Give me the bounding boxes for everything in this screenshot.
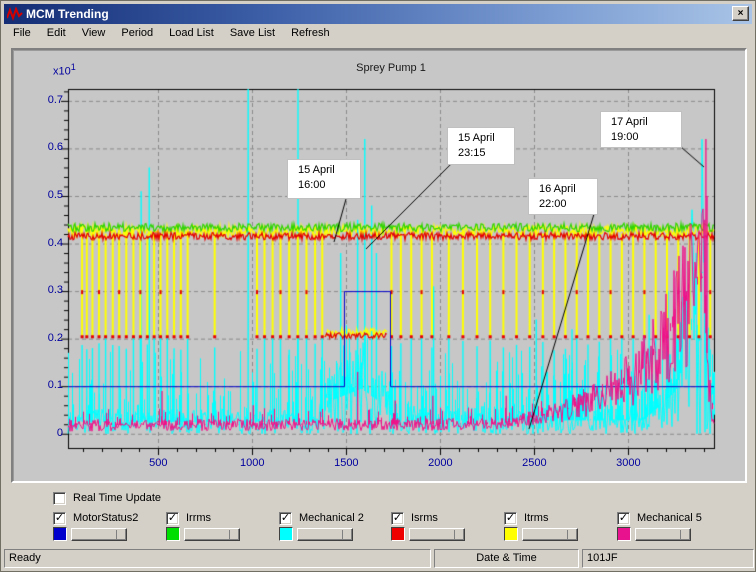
y-tick-label: 0 (35, 427, 63, 439)
series-color-swatch-motorstatus2 (53, 527, 67, 541)
series-checkbox-isrms[interactable]: ✓ (391, 512, 404, 525)
series-checkbox-itrms[interactable]: ✓ (504, 512, 517, 525)
series-color-swatch-itrms (504, 527, 518, 541)
series-checkbox-mechanical-5[interactable]: ✓ (617, 512, 630, 525)
series-label-mechanical-5: Mechanical 5 (637, 512, 702, 524)
slider-notch (342, 530, 343, 539)
close-button[interactable]: × (732, 6, 749, 21)
menu-item-view[interactable]: View (74, 25, 114, 41)
y-tick-label: 0.3 (35, 284, 63, 296)
x-tick-label: 1000 (230, 457, 274, 469)
series-checkbox-mechanical-2[interactable]: ✓ (279, 512, 292, 525)
series-label-motorstatus2: MotorStatus2 (73, 512, 138, 524)
series-slider-isrms[interactable] (409, 528, 465, 541)
x-tick-label: 3000 (606, 457, 650, 469)
y-tick-label: 0.1 (35, 379, 63, 391)
series-slider-irrms[interactable] (184, 528, 240, 541)
y-tick-label: 0.4 (35, 237, 63, 249)
series-color-swatch-mechanical-5 (617, 527, 631, 541)
y-tick-label: 0.5 (35, 189, 63, 201)
series-label-isrms: Isrms (411, 512, 438, 524)
chart-title: Sprey Pump 1 (68, 62, 714, 74)
annotation-16-april-22-00: 16 April22:00 (529, 179, 597, 214)
y-tick-label: 0.2 (35, 332, 63, 344)
menu-item-period[interactable]: Period (113, 25, 161, 41)
status-ready: Ready (4, 549, 431, 568)
series-label-itrms: Itrms (524, 512, 548, 524)
series-label-irrms: Irrms (186, 512, 211, 524)
annotation-15-april-16-00: 15 April16:00 (288, 160, 360, 198)
menu-item-save-list[interactable]: Save List (222, 25, 283, 41)
slider-notch (454, 530, 455, 539)
slider-notch (680, 530, 681, 539)
series-color-swatch-isrms (391, 527, 405, 541)
x-tick-label: 2000 (418, 457, 462, 469)
realtime-update-label: Real Time Update (73, 492, 161, 504)
slider-notch (229, 530, 230, 539)
status-date-time: Date & Time (434, 549, 579, 568)
series-slider-motorstatus2[interactable] (71, 528, 127, 541)
menu-bar: FileEditViewPeriodLoad ListSave ListRefr… (5, 25, 751, 43)
slider-notch (116, 530, 117, 539)
chart-panel: x101 Sprey Pump 1 15 April16:0015 April2… (11, 48, 747, 483)
series-color-swatch-mechanical-2 (279, 527, 293, 541)
app-logo-icon (7, 7, 23, 21)
title-bar: MCM Trending × (4, 4, 752, 24)
series-checkbox-motorstatus2[interactable]: ✓ (53, 512, 66, 525)
series-label-mechanical-2: Mechanical 2 (299, 512, 364, 524)
x-tick-label: 2500 (512, 457, 556, 469)
menu-item-edit[interactable]: Edit (39, 25, 74, 41)
y-tick-label: 0.6 (35, 141, 63, 153)
app-window: MCM Trending × FileEditViewPeriodLoad Li… (0, 0, 756, 572)
y-tick-label: 0.7 (35, 94, 63, 106)
series-slider-itrms[interactable] (522, 528, 578, 541)
series-color-swatch-irrms (166, 527, 180, 541)
window-title: MCM Trending (26, 4, 109, 24)
annotation-15-april-23-15: 15 April23:15 (448, 128, 514, 164)
x-tick-label: 1500 (324, 457, 368, 469)
series-slider-mechanical-2[interactable] (297, 528, 353, 541)
slider-notch (567, 530, 568, 539)
series-checkbox-irrms[interactable]: ✓ (166, 512, 179, 525)
series-slider-mechanical-5[interactable] (635, 528, 691, 541)
annotation-17-april-19-00: 17 April19:00 (601, 112, 681, 147)
menu-item-refresh[interactable]: Refresh (283, 25, 338, 41)
menu-item-file[interactable]: File (5, 25, 39, 41)
menu-item-load-list[interactable]: Load List (161, 25, 222, 41)
realtime-update-checkbox[interactable] (53, 492, 66, 505)
x-tick-label: 500 (136, 457, 180, 469)
status-station-id: 101JF (582, 549, 754, 568)
